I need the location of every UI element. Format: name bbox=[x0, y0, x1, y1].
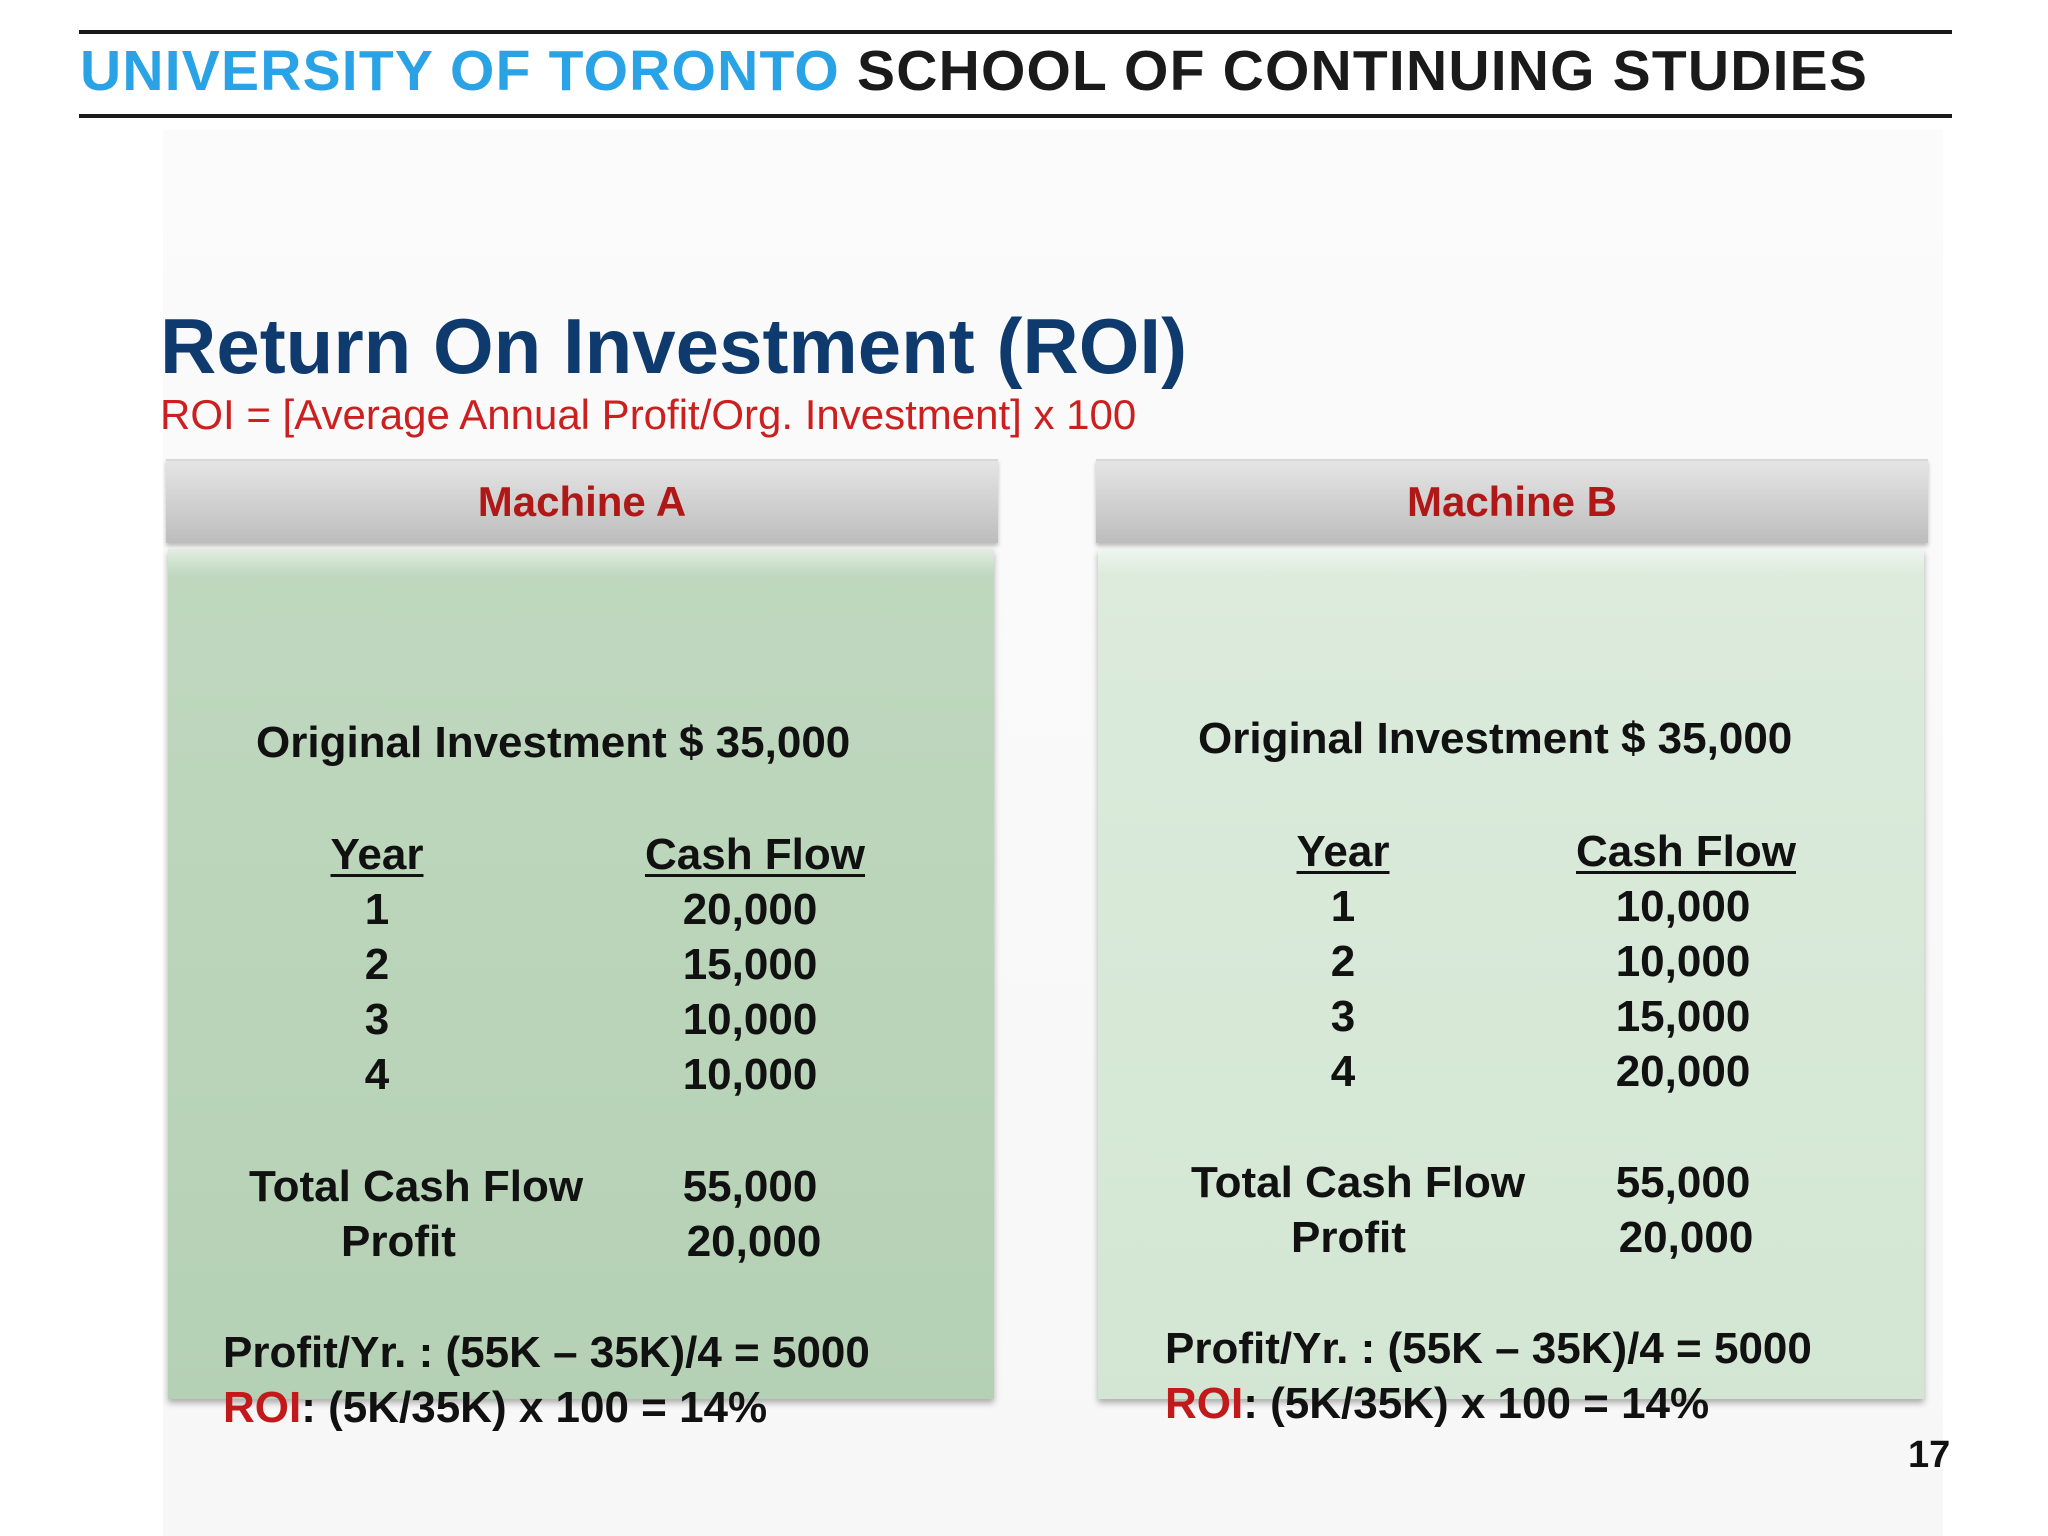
machine-a-body: Original Investment $ 35,000 Year Cash F… bbox=[168, 549, 994, 1432]
profit-per-year: Profit/Yr. : (55K – 35K)/4 = 5000 bbox=[1165, 1324, 1812, 1373]
total-cash-flow-label: Total Cash Flow bbox=[249, 1162, 584, 1211]
roi-label: ROI bbox=[1165, 1379, 1244, 1428]
cash-flow-cell: 15,000 bbox=[682, 940, 818, 989]
roi-formula: ROI = [Average Annual Profit/Org. Invest… bbox=[160, 391, 1137, 438]
year-cell: 4 bbox=[364, 1050, 390, 1099]
year-cell: 1 bbox=[364, 885, 390, 934]
header-top-rule bbox=[79, 30, 1952, 34]
machine-b-panel: Machine B Original Investment $ 35,000 Y… bbox=[1096, 459, 1928, 1428]
original-investment: Original Investment $ 35,000 bbox=[1198, 714, 1793, 763]
institution-header: UNIVERSITY OF TORONTO SCHOOL OF CONTINUI… bbox=[80, 36, 1868, 106]
roi-calculation: : (5K/35K) x 100 = 14% bbox=[301, 1383, 768, 1432]
profit-label: Profit bbox=[341, 1217, 456, 1266]
header-bottom-rule bbox=[79, 114, 1952, 118]
machine-a-header: Machine A bbox=[166, 459, 998, 543]
cash-flow-header: Cash Flow bbox=[644, 830, 866, 879]
cash-flow-cell: 20,000 bbox=[682, 885, 818, 934]
cash-flow-cell: 10,000 bbox=[1615, 882, 1751, 931]
cash-flow-cell: 10,000 bbox=[682, 995, 818, 1044]
cash-flow-cell: 10,000 bbox=[682, 1050, 818, 1099]
roi-calculation: : (5K/35K) x 100 = 14% bbox=[1243, 1379, 1710, 1428]
cash-flow-cell: 15,000 bbox=[1615, 992, 1751, 1041]
year-cell: 3 bbox=[1330, 992, 1356, 1041]
roi-line: ROI: (5K/35K) x 100 = 14% bbox=[223, 1382, 767, 1434]
machine-b-header: Machine B bbox=[1096, 459, 1928, 543]
total-cash-flow-label: Total Cash Flow bbox=[1191, 1158, 1526, 1207]
year-cell: 3 bbox=[364, 995, 390, 1044]
year-cell: 1 bbox=[1330, 882, 1356, 931]
profit-value: 20,000 bbox=[1618, 1213, 1754, 1262]
cash-flow-header: Cash Flow bbox=[1575, 827, 1797, 876]
total-cash-flow-value: 55,000 bbox=[1615, 1158, 1751, 1207]
original-investment: Original Investment $ 35,000 bbox=[256, 718, 851, 767]
year-cell: 4 bbox=[1330, 1047, 1356, 1096]
year-cell: 2 bbox=[1330, 937, 1356, 986]
institution-name: UNIVERSITY OF TORONTO bbox=[80, 39, 840, 103]
machine-b-body: Original Investment $ 35,000 Year Cash F… bbox=[1098, 549, 1924, 1428]
roi-label: ROI bbox=[223, 1383, 302, 1432]
year-header: Year bbox=[1296, 827, 1390, 876]
slide-title: Return On Investment (ROI) bbox=[160, 302, 1188, 390]
year-header: Year bbox=[330, 830, 424, 879]
machine-a-panel: Machine A Original Investment $ 35,000 Y… bbox=[166, 459, 998, 1432]
profit-label: Profit bbox=[1291, 1213, 1406, 1262]
profit-per-year: Profit/Yr. : (55K – 35K)/4 = 5000 bbox=[223, 1328, 870, 1377]
year-cell: 2 bbox=[364, 940, 390, 989]
roi-line: ROI: (5K/35K) x 100 = 14% bbox=[1165, 1378, 1709, 1430]
page-number: 17 bbox=[1908, 1434, 1951, 1476]
total-cash-flow-value: 55,000 bbox=[682, 1162, 818, 1211]
machine-b-heading: Machine B bbox=[1406, 478, 1618, 525]
cash-flow-cell: 10,000 bbox=[1615, 937, 1751, 986]
machine-a-heading: Machine A bbox=[477, 478, 687, 525]
school-name: SCHOOL OF CONTINUING STUDIES bbox=[857, 39, 1869, 103]
cash-flow-cell: 20,000 bbox=[1615, 1047, 1751, 1096]
profit-value: 20,000 bbox=[686, 1217, 822, 1266]
